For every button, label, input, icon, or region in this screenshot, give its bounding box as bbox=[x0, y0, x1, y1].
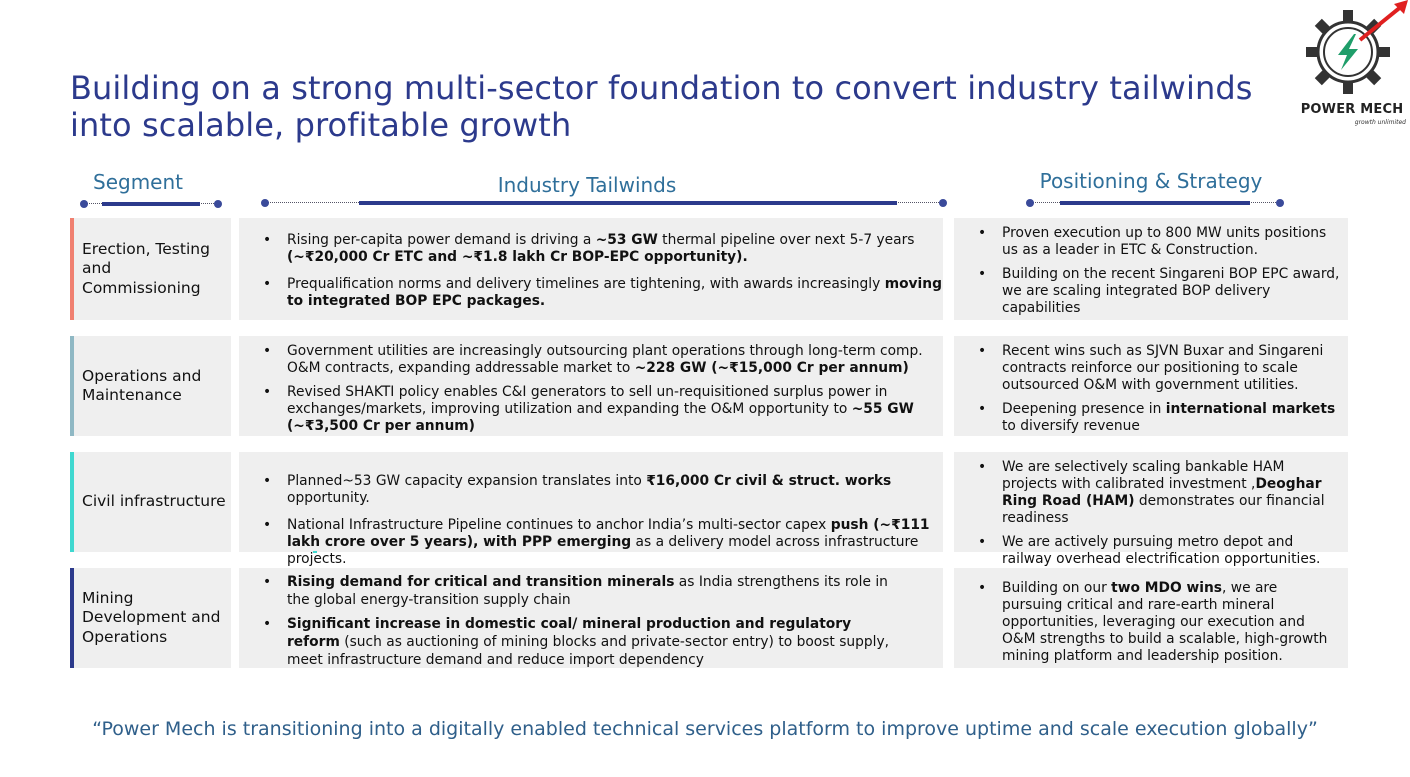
tailwind-bullet: Significant increase in domestic coal/ m… bbox=[239, 615, 905, 669]
gear-bolt-icon bbox=[1306, 0, 1408, 94]
tailwinds-header: Industry Tailwinds bbox=[497, 173, 677, 197]
power-mech-logo: POWER MECH growth unlimited bbox=[1298, 0, 1410, 128]
segment-om: Operations and Maintenance bbox=[70, 336, 231, 436]
tailwinds-mining: Rising demand for critical and transitio… bbox=[239, 568, 943, 668]
segment-accent bbox=[70, 218, 74, 320]
closing-quote: “Power Mech is transitioning into a digi… bbox=[92, 718, 1318, 740]
logo-name: POWER MECH bbox=[1300, 102, 1404, 117]
tailwind-bullet: Planned~53 GW capacity expansion transla… bbox=[239, 473, 933, 507]
strategy-bullet: Proven execution up to 800 MW units posi… bbox=[954, 225, 1340, 259]
strategy-bullet: We are selectively scaling bankable HAM … bbox=[954, 459, 1340, 527]
tailwind-bullet: Prequalification norms and delivery time… bbox=[239, 276, 943, 310]
tailwind-bullet: Government utilities are increasingly ou… bbox=[239, 343, 933, 377]
segment-erection: Erection, Testing and Commissioning bbox=[70, 218, 231, 320]
segment-accent bbox=[70, 452, 74, 552]
strategy-erection: Proven execution up to 800 MW units posi… bbox=[954, 218, 1348, 320]
logo-tagline: growth unlimited bbox=[1354, 119, 1406, 126]
strategy-bullet: Deepening presence in international mark… bbox=[954, 401, 1340, 435]
strategy-bullet: We are actively pursuing metro depot and… bbox=[954, 534, 1340, 568]
tailwind-bullet: National Infrastructure Pipeline continu… bbox=[239, 517, 933, 568]
strategy-mining: Building on our two MDO wins, we are pur… bbox=[954, 568, 1348, 668]
strategy-civil: We are selectively scaling bankable HAM … bbox=[954, 452, 1348, 567]
segment-label: Operations and Maintenance bbox=[82, 366, 202, 405]
tailwind-bullet: Revised SHAKTI policy enables C&I genera… bbox=[239, 384, 933, 435]
strategy-bullet: Building on the recent Singareni BOP EPC… bbox=[954, 266, 1340, 317]
segment-civil: Civil infrastructure bbox=[70, 452, 231, 552]
strategy-header-rule bbox=[1026, 198, 1284, 208]
segment-label: Erection, Testing and Commissioning bbox=[82, 239, 210, 297]
decorative-tick bbox=[313, 551, 317, 553]
segment-label: Civil infrastructure bbox=[82, 492, 226, 511]
strategy-om: Recent wins such as SJVN Buxar and Singa… bbox=[954, 336, 1348, 436]
segment-accent bbox=[70, 336, 74, 436]
segment-accent bbox=[70, 568, 74, 668]
segment-header: Segment bbox=[93, 170, 183, 194]
tailwind-bullet: Rising per-capita power demand is drivin… bbox=[239, 232, 943, 266]
page-title: Building on a strong multi-sector founda… bbox=[70, 69, 1253, 144]
tailwind-bullet: Rising demand for critical and transitio… bbox=[239, 573, 905, 609]
tailwinds-om: Government utilities are increasingly ou… bbox=[239, 336, 943, 436]
strategy-bullet: Building on our two MDO wins, we are pur… bbox=[954, 580, 1340, 665]
tailwinds-header-rule bbox=[261, 198, 947, 208]
segment-mining: Mining Development and Operations bbox=[70, 568, 231, 668]
strategy-header: Positioning & Strategy bbox=[1039, 169, 1263, 193]
segment-label: Mining Development and Operations bbox=[82, 588, 221, 646]
tailwinds-civil: Planned~53 GW capacity expansion transla… bbox=[239, 452, 943, 567]
tailwinds-erection: Rising per-capita power demand is drivin… bbox=[239, 218, 943, 320]
segment-header-rule bbox=[80, 199, 222, 209]
strategy-bullet: Recent wins such as SJVN Buxar and Singa… bbox=[954, 343, 1340, 394]
